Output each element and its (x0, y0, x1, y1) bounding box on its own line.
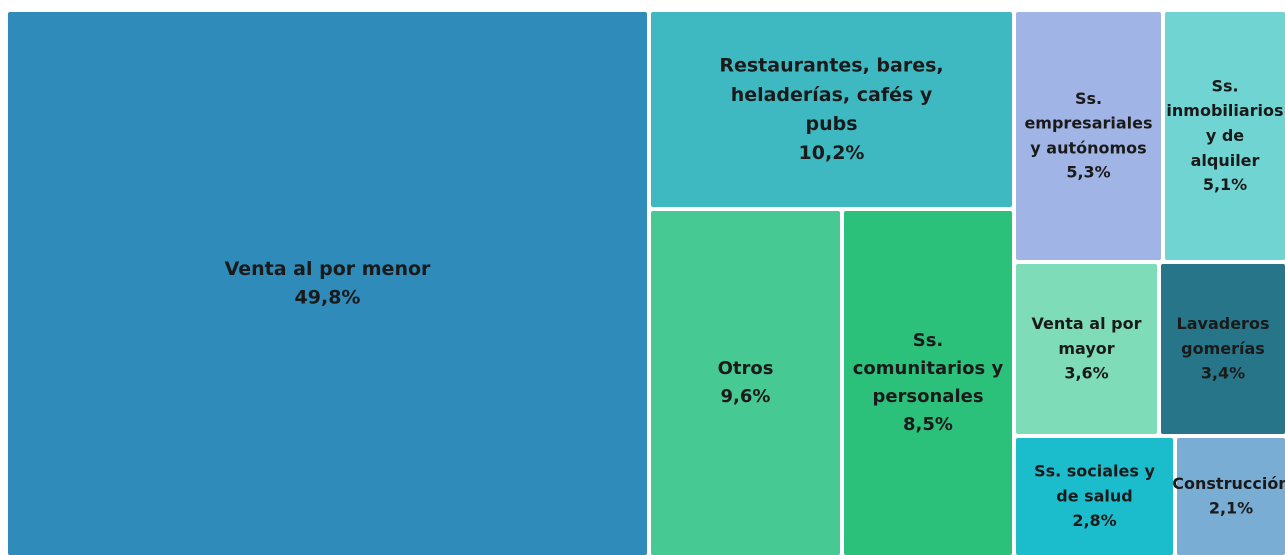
tile-label: Lavaderos gomerías (1177, 314, 1270, 358)
value-label: 9,6% (721, 386, 771, 407)
tile (1016, 12, 1161, 260)
tile-label-line: Ss. sociales y (1034, 461, 1155, 480)
tile-label-line: Ss. (913, 330, 944, 351)
tile (1177, 438, 1285, 555)
tile-label: Ss. comunitarios y personales (853, 330, 1004, 407)
tile (1161, 264, 1285, 434)
tile (1165, 12, 1285, 260)
tile-label: Ss. sociales y de salud (1034, 461, 1155, 505)
tile-label-line: gomerías (1181, 339, 1265, 358)
tile-label: Ss. inmobiliarios y de alquiler (1166, 76, 1283, 169)
tile (651, 12, 1012, 207)
tile (844, 211, 1012, 555)
tile-label-line: empresariales (1024, 113, 1152, 132)
tile-label-line: Ss. (1211, 76, 1238, 95)
tile-label-line: pubs (805, 113, 857, 135)
value-label: 2,8% (1072, 511, 1116, 530)
tile-label: Ss. empresariales y autónomos (1024, 88, 1152, 157)
tile (8, 12, 647, 555)
value-label: 8,5% (903, 414, 953, 435)
value-label: 5,1% (1203, 175, 1247, 194)
value-label: 5,3% (1066, 163, 1110, 182)
tile-label-line: Otros (718, 358, 774, 379)
value-label: 3,6% (1064, 363, 1108, 382)
tile (1016, 264, 1157, 434)
tile-label-line: Construcción (1172, 474, 1285, 493)
tile-label: Restaurantes, bares, heladerías, cafés y p… (719, 54, 943, 135)
tile-label-line: de salud (1056, 486, 1133, 505)
tile-label-line: Restaurantes, bares, (719, 54, 943, 76)
value-label: 3,4% (1201, 363, 1245, 382)
tile-label-line: comunitarios y (853, 358, 1004, 379)
value-label: 10,2% (799, 142, 865, 164)
tile-label-line: Ss. (1075, 88, 1102, 107)
tile-label-line: Venta al por (1032, 314, 1142, 333)
tile-label-line: heladerías, cafés y (731, 83, 933, 105)
tile-label: Venta al por menor (225, 257, 431, 279)
tile-label-line: y de (1206, 126, 1244, 145)
tile (651, 211, 840, 555)
tile-label-line: y autónomos (1030, 138, 1146, 157)
tile-label: Venta al por mayor (1032, 314, 1142, 358)
tile (1016, 438, 1173, 555)
tile-label-line: mayor (1058, 339, 1114, 358)
tile-label-line: Lavaderos (1177, 314, 1270, 333)
tile-label-line: alquiler (1191, 150, 1260, 169)
tile-label: Otros (718, 358, 774, 379)
tile-label-line: personales (872, 386, 983, 407)
tile-label-line: Venta al por menor (225, 257, 431, 279)
tile-label: Construcción (1172, 474, 1285, 493)
tile-label-line: inmobiliarios (1166, 101, 1283, 120)
value-label: 49,8% (295, 287, 361, 309)
value-label: 2,1% (1209, 498, 1253, 517)
